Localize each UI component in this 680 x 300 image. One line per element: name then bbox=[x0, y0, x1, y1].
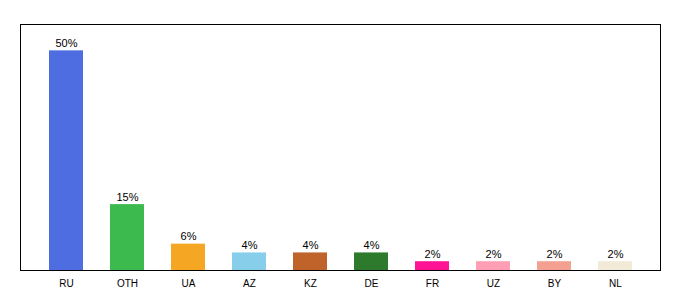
svg-text:4%: 4% bbox=[364, 239, 380, 251]
svg-text:RU: RU bbox=[59, 278, 73, 289]
svg-text:2%: 2% bbox=[547, 248, 563, 260]
svg-text:AZ: AZ bbox=[243, 278, 256, 289]
svg-text:50%: 50% bbox=[55, 37, 77, 49]
svg-text:2%: 2% bbox=[486, 248, 502, 260]
svg-text:BY: BY bbox=[548, 278, 562, 289]
svg-text:6%: 6% bbox=[181, 230, 197, 242]
svg-text:FR: FR bbox=[426, 278, 439, 289]
svg-text:2%: 2% bbox=[608, 248, 624, 260]
svg-text:4%: 4% bbox=[303, 239, 319, 251]
svg-text:UZ: UZ bbox=[487, 278, 500, 289]
svg-text:NL: NL bbox=[609, 278, 622, 289]
svg-text:4%: 4% bbox=[242, 239, 258, 251]
svg-text:OTH: OTH bbox=[117, 278, 138, 289]
svg-text:2%: 2% bbox=[425, 248, 441, 260]
svg-text:UA: UA bbox=[182, 278, 196, 289]
svg-text:DE: DE bbox=[365, 278, 379, 289]
svg-text:15%: 15% bbox=[116, 191, 138, 203]
svg-text:KZ: KZ bbox=[304, 278, 317, 289]
